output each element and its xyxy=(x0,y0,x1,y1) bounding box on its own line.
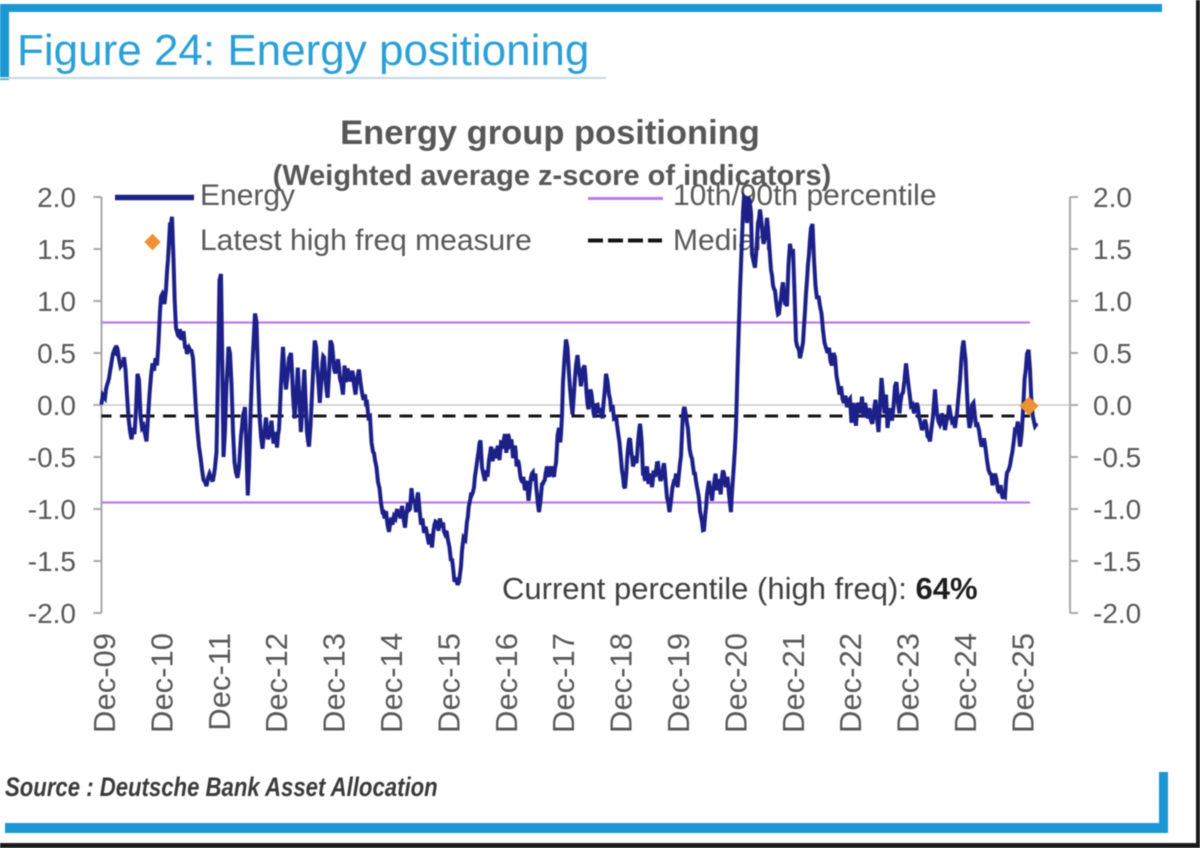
svg-text:0.0: 0.0 xyxy=(1093,390,1132,421)
svg-text:Dec-23: Dec-23 xyxy=(891,633,926,733)
svg-text:-2.0: -2.0 xyxy=(1093,598,1141,629)
svg-text:Dec-13: Dec-13 xyxy=(317,633,352,733)
svg-text:2.0: 2.0 xyxy=(1093,182,1132,213)
svg-text:1.0: 1.0 xyxy=(37,286,76,317)
svg-text:Dec-21: Dec-21 xyxy=(776,633,811,733)
svg-text:Dec-24: Dec-24 xyxy=(948,633,983,733)
svg-text:-1.0: -1.0 xyxy=(1093,494,1141,525)
svg-text:-1.5: -1.5 xyxy=(28,546,76,577)
svg-text:-0.5: -0.5 xyxy=(1093,442,1141,473)
svg-text:0.5: 0.5 xyxy=(37,338,76,369)
svg-text:Dec-20: Dec-20 xyxy=(718,633,753,733)
svg-text:2.0: 2.0 xyxy=(37,182,76,213)
svg-text:0.0: 0.0 xyxy=(37,390,76,421)
svg-text:Dec-18: Dec-18 xyxy=(604,633,639,733)
svg-text:Dec-22: Dec-22 xyxy=(833,633,868,733)
svg-text:Dec-17: Dec-17 xyxy=(546,633,581,733)
svg-text:Dec-09: Dec-09 xyxy=(87,633,122,733)
svg-text:Dec-25: Dec-25 xyxy=(1005,633,1040,733)
svg-text:-1.0: -1.0 xyxy=(28,494,76,525)
svg-text:1.0: 1.0 xyxy=(1093,286,1132,317)
svg-text:Dec-14: Dec-14 xyxy=(374,633,409,733)
svg-text:Dec-15: Dec-15 xyxy=(431,633,466,733)
svg-text:Dec-19: Dec-19 xyxy=(661,633,696,733)
svg-text:Dec-16: Dec-16 xyxy=(489,633,524,733)
svg-text:1.5: 1.5 xyxy=(37,234,76,265)
svg-text:Dec-12: Dec-12 xyxy=(259,633,294,733)
svg-text:1.5: 1.5 xyxy=(1093,234,1132,265)
svg-text:Dec-10: Dec-10 xyxy=(144,633,179,733)
svg-text:Dec-11: Dec-11 xyxy=(202,633,237,731)
svg-text:-1.5: -1.5 xyxy=(1093,546,1141,577)
svg-text:0.5: 0.5 xyxy=(1093,338,1132,369)
svg-text:-0.5: -0.5 xyxy=(28,442,76,473)
svg-text:-2.0: -2.0 xyxy=(28,598,76,629)
